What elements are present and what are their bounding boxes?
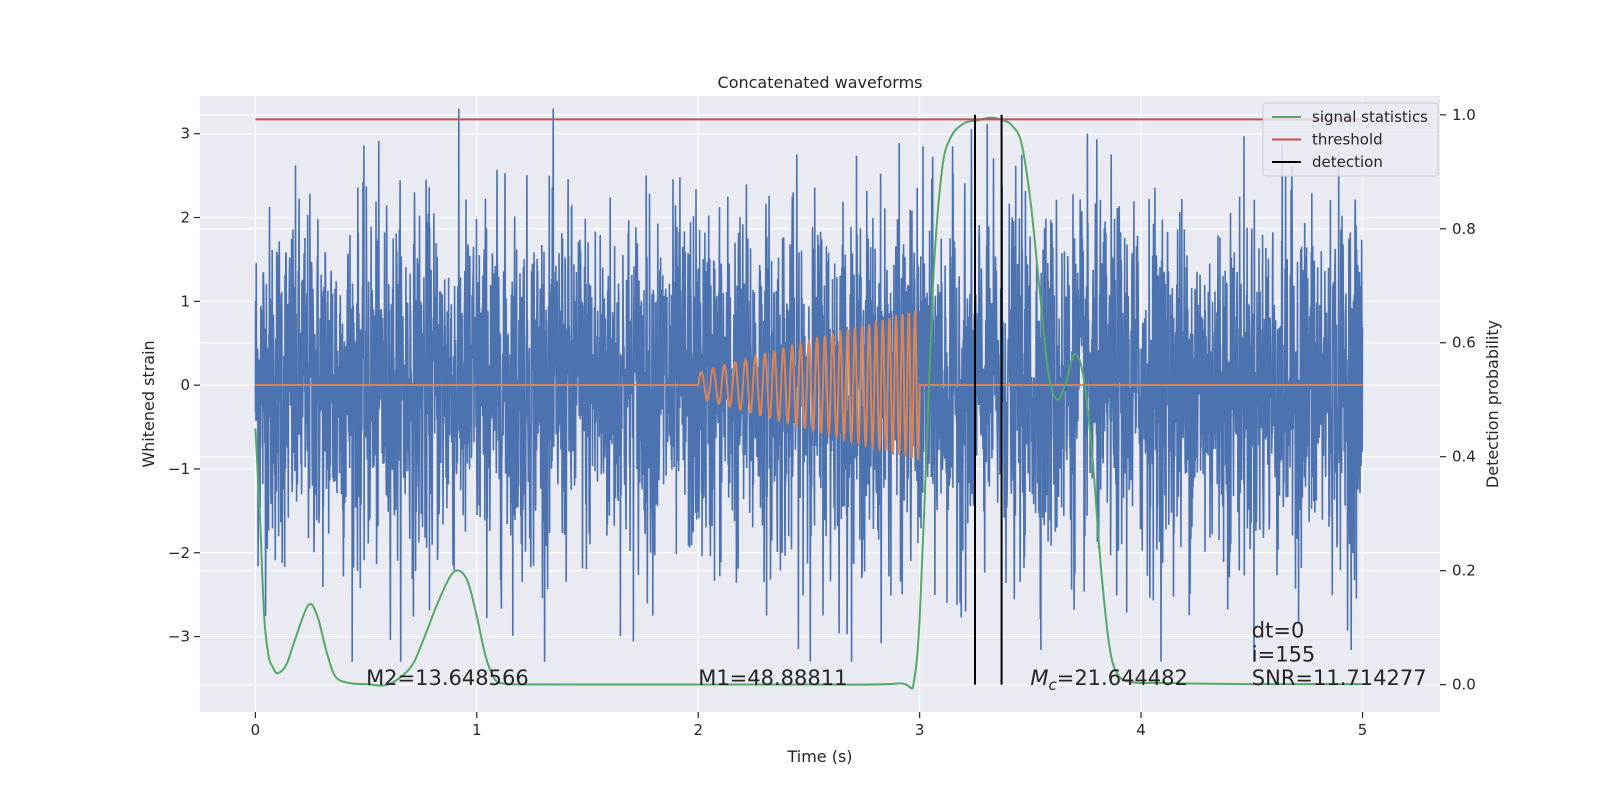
strain-line xyxy=(254,108,1364,662)
x-tick-label-5: 5 xyxy=(1358,721,1368,739)
y2-tick-label-3: 0.6 xyxy=(1452,334,1476,352)
annotations: M2=13.648566 M1=48.88811 Mc=21.644482 dt=0i… xyxy=(366,618,1427,694)
annotation-2-subscript: c xyxy=(1048,676,1057,694)
annotation-4: i=155 xyxy=(1252,643,1316,667)
y2-axis-label: Detection probability xyxy=(1483,320,1502,488)
y-tick-label-6: 3 xyxy=(180,125,190,143)
x-axis-label: Time (s) xyxy=(786,747,852,766)
legend-label-detection: detection xyxy=(1312,153,1383,171)
legend: signal statistics threshold detection xyxy=(1262,102,1439,177)
template-line xyxy=(255,310,1363,461)
tick-labels: 0 1 2 3 4 5 −3 −2 −1 0 1 2 3 0.0 0.2 0.4 0.6 0.8 1.0 xyxy=(168,106,1476,739)
y-tick-label-0: −3 xyxy=(168,628,190,646)
y2-tick-label-4: 0.8 xyxy=(1452,220,1476,238)
annotation-3: dt=0 xyxy=(1252,618,1305,642)
strain-series xyxy=(254,108,1364,662)
y-tick-label-5: 2 xyxy=(180,209,190,227)
annotation-5: SNR=11.714277 xyxy=(1252,666,1427,690)
x-tick-label-2: 2 xyxy=(693,721,703,739)
y-tick-label-1: −2 xyxy=(168,544,190,562)
signal-statistics-line xyxy=(254,116,1363,690)
x-tick-label-4: 4 xyxy=(1136,721,1146,739)
annotation-2-value: =21.644482 xyxy=(1057,666,1188,690)
legend-box xyxy=(1262,102,1439,177)
y2-tick-label-2: 0.4 xyxy=(1452,448,1476,466)
x-tick-label-0: 0 xyxy=(251,721,261,739)
y2-tick-label-5: 1.0 xyxy=(1452,106,1476,124)
x-tick-label-3: 3 xyxy=(915,721,925,739)
template-series xyxy=(255,310,1363,461)
chart-title: Concatenated waveforms xyxy=(718,73,923,92)
annotation-0: M2=13.648566 xyxy=(366,666,529,690)
annotation-2: Mc=21.644482 xyxy=(1030,666,1188,694)
annotation-2-symbol: M xyxy=(1030,666,1048,690)
y2-tick-label-1: 0.2 xyxy=(1452,562,1476,580)
y2-tick-label-0: 0.0 xyxy=(1452,676,1476,694)
y-tick-label-4: 1 xyxy=(180,292,190,310)
y-tick-label-2: −1 xyxy=(168,460,190,478)
y-tick-label-3: 0 xyxy=(180,376,190,394)
legend-label-threshold: threshold xyxy=(1312,131,1383,149)
annotation-1: M1=48.88811 xyxy=(698,666,847,690)
probability-series xyxy=(254,114,1363,690)
legend-label-signal-statistics: signal statistics xyxy=(1312,108,1428,126)
x-tick-label-1: 1 xyxy=(472,721,482,739)
y-axis-label: Whitened strain xyxy=(139,340,158,467)
